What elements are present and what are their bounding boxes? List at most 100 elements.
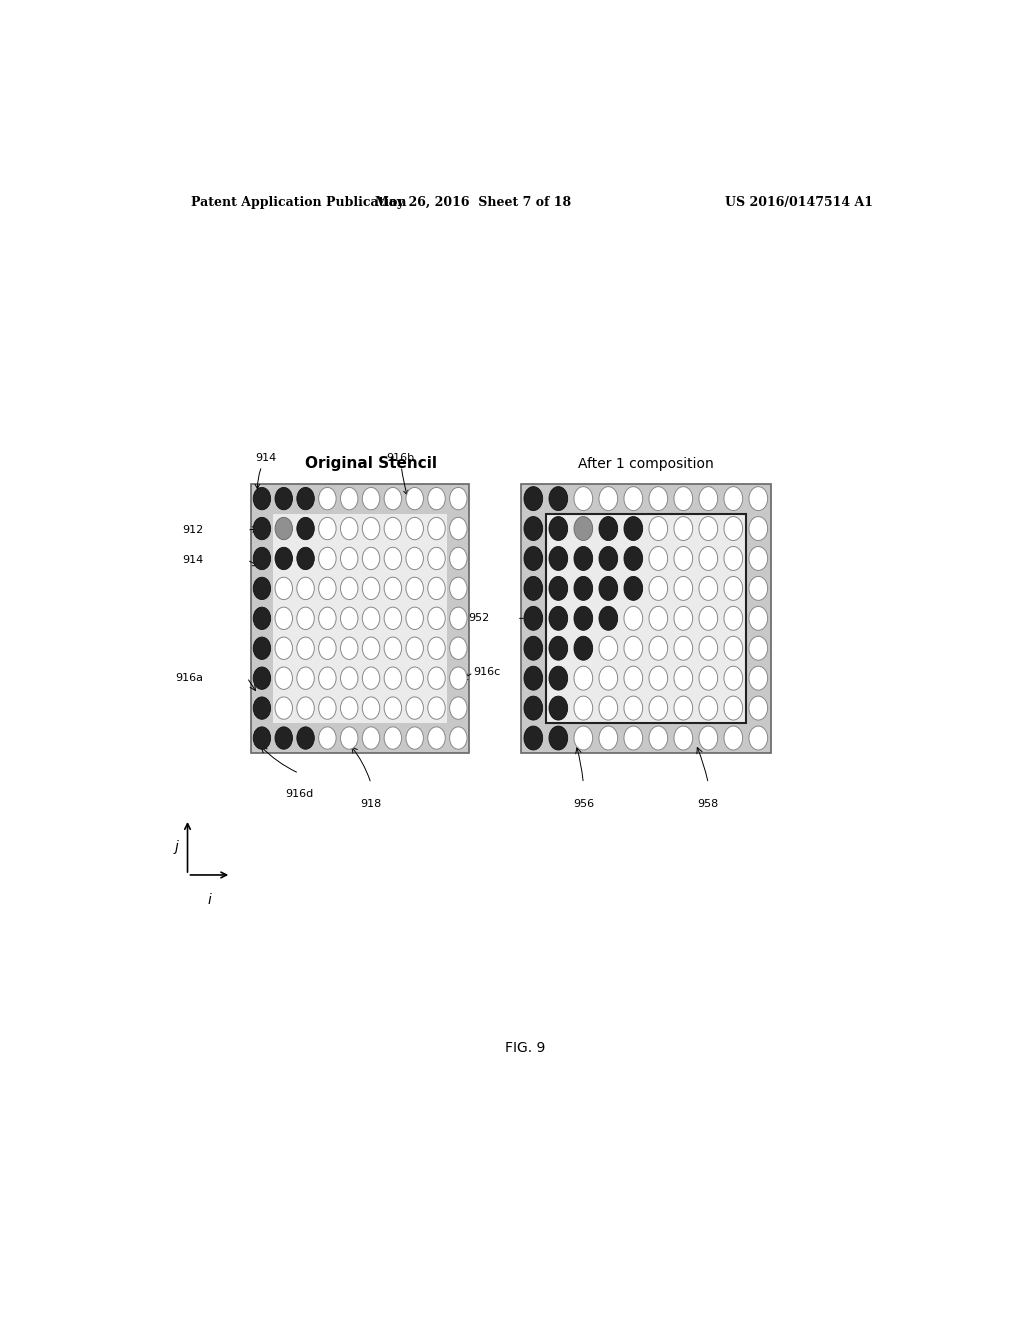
Circle shape	[362, 607, 380, 630]
Text: i: i	[208, 894, 211, 907]
Circle shape	[524, 546, 543, 570]
Circle shape	[428, 548, 445, 570]
Circle shape	[649, 546, 668, 570]
Circle shape	[724, 636, 742, 660]
Circle shape	[297, 548, 314, 570]
Circle shape	[384, 607, 401, 630]
Circle shape	[524, 667, 543, 690]
Circle shape	[699, 577, 718, 601]
Circle shape	[624, 667, 643, 690]
Circle shape	[749, 516, 768, 540]
Circle shape	[674, 487, 692, 511]
Circle shape	[524, 726, 543, 750]
Circle shape	[599, 667, 617, 690]
Circle shape	[406, 638, 423, 660]
Circle shape	[253, 697, 270, 719]
Bar	[521, 483, 771, 752]
Circle shape	[297, 667, 314, 689]
Circle shape	[724, 696, 742, 721]
Circle shape	[341, 487, 358, 510]
Circle shape	[406, 727, 423, 750]
Bar	[546, 513, 745, 723]
Circle shape	[649, 516, 668, 540]
Circle shape	[384, 697, 401, 719]
Circle shape	[724, 577, 742, 601]
Circle shape	[362, 667, 380, 689]
Circle shape	[599, 487, 617, 511]
Circle shape	[524, 696, 543, 721]
Circle shape	[724, 726, 742, 750]
Circle shape	[362, 577, 380, 599]
Circle shape	[649, 667, 668, 690]
Circle shape	[318, 517, 336, 540]
Circle shape	[524, 606, 543, 630]
Circle shape	[649, 577, 668, 601]
Circle shape	[253, 638, 270, 660]
Circle shape	[699, 516, 718, 540]
Circle shape	[318, 638, 336, 660]
Circle shape	[384, 577, 401, 599]
Text: 916b: 916b	[386, 453, 415, 495]
Circle shape	[624, 546, 643, 570]
Text: 916d: 916d	[285, 788, 313, 799]
Circle shape	[549, 667, 567, 690]
Circle shape	[275, 667, 293, 689]
Circle shape	[599, 577, 617, 601]
Circle shape	[699, 546, 718, 570]
Circle shape	[624, 606, 643, 630]
Circle shape	[275, 577, 293, 599]
Circle shape	[649, 487, 668, 511]
Circle shape	[724, 546, 742, 570]
Circle shape	[674, 577, 692, 601]
Circle shape	[384, 638, 401, 660]
Circle shape	[428, 487, 445, 510]
Circle shape	[362, 697, 380, 719]
Circle shape	[524, 516, 543, 540]
Circle shape	[275, 638, 293, 660]
Circle shape	[450, 548, 467, 570]
Circle shape	[341, 667, 358, 689]
Circle shape	[450, 487, 467, 510]
Circle shape	[749, 546, 768, 570]
Circle shape	[749, 577, 768, 601]
Circle shape	[549, 606, 567, 630]
Circle shape	[699, 667, 718, 690]
Circle shape	[749, 606, 768, 630]
Circle shape	[549, 636, 567, 660]
Circle shape	[297, 517, 314, 540]
Text: 916c: 916c	[473, 667, 501, 677]
Circle shape	[253, 517, 270, 540]
Circle shape	[624, 516, 643, 540]
Circle shape	[362, 548, 380, 570]
Circle shape	[674, 667, 692, 690]
Circle shape	[406, 697, 423, 719]
Circle shape	[549, 696, 567, 721]
Circle shape	[406, 607, 423, 630]
Circle shape	[724, 516, 742, 540]
Text: 914: 914	[182, 554, 204, 565]
Circle shape	[253, 548, 270, 570]
Circle shape	[428, 697, 445, 719]
Circle shape	[318, 577, 336, 599]
Text: May 26, 2016  Sheet 7 of 18: May 26, 2016 Sheet 7 of 18	[375, 195, 571, 209]
Circle shape	[428, 607, 445, 630]
Circle shape	[699, 696, 718, 721]
Circle shape	[253, 487, 270, 510]
Circle shape	[341, 638, 358, 660]
Circle shape	[749, 696, 768, 721]
Circle shape	[341, 697, 358, 719]
Circle shape	[253, 607, 270, 630]
Circle shape	[297, 487, 314, 510]
Circle shape	[406, 548, 423, 570]
Circle shape	[318, 727, 336, 750]
Circle shape	[749, 636, 768, 660]
Circle shape	[624, 636, 643, 660]
Circle shape	[428, 727, 445, 750]
Circle shape	[674, 546, 692, 570]
Circle shape	[450, 517, 467, 540]
Circle shape	[318, 607, 336, 630]
Circle shape	[341, 577, 358, 599]
Circle shape	[341, 727, 358, 750]
Circle shape	[574, 726, 593, 750]
Circle shape	[406, 577, 423, 599]
